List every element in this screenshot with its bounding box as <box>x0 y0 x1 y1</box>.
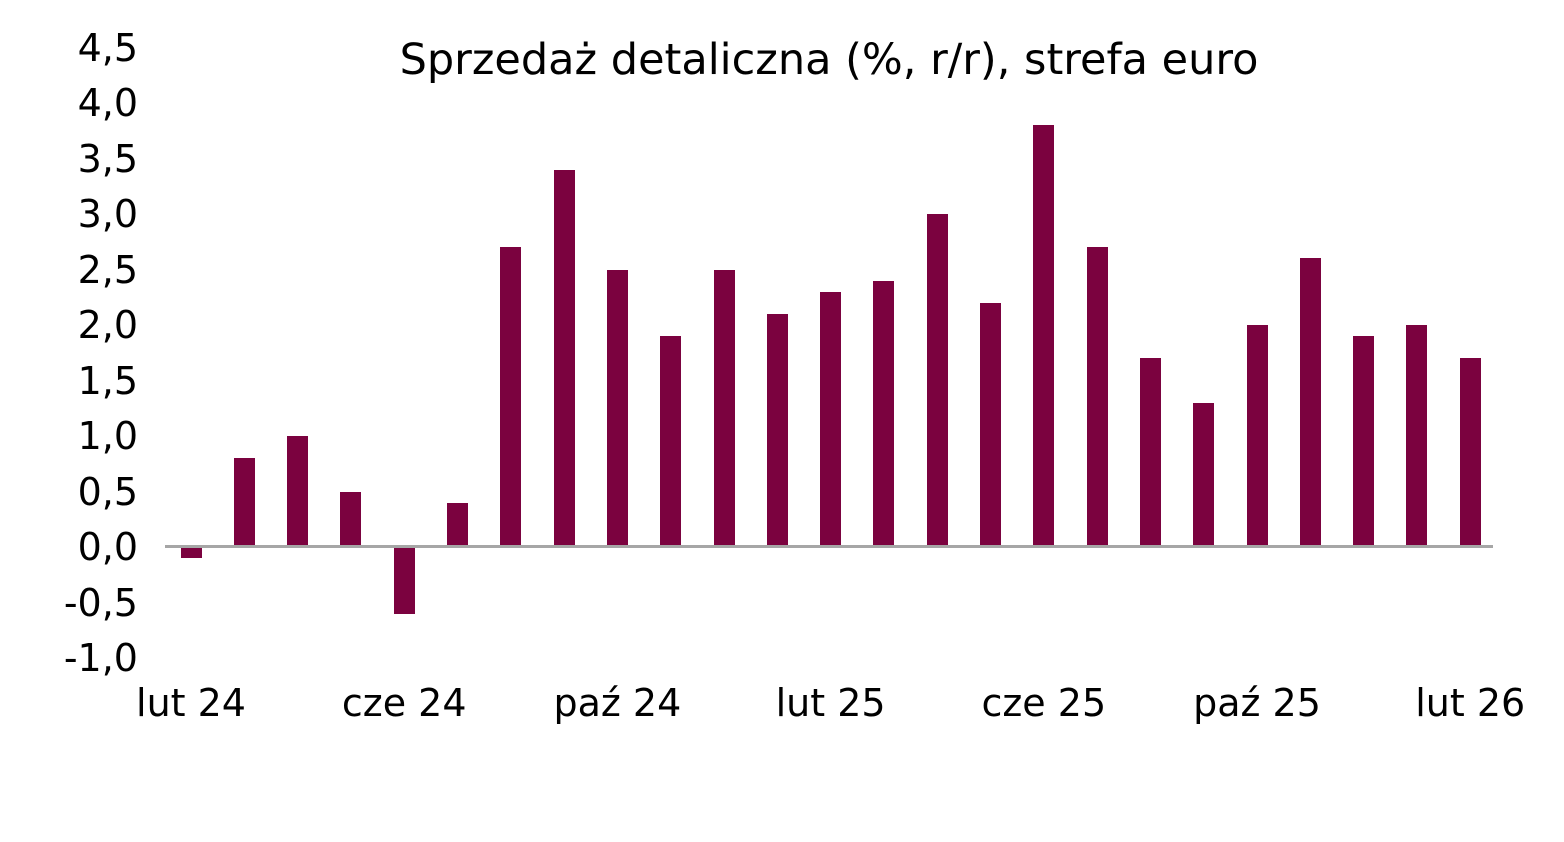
bar-4 <box>393 547 415 614</box>
bar-5 <box>447 502 468 547</box>
bar-9 <box>660 336 682 547</box>
y-tick-label: 4,5 <box>77 25 138 70</box>
y-tick-label: 4,0 <box>77 81 138 125</box>
bar-1 <box>233 458 255 547</box>
bar-15 <box>980 302 1001 547</box>
y-tick-label: 3,5 <box>77 136 138 181</box>
y-tick-label: 1,0 <box>77 414 138 458</box>
bar-16 <box>1033 125 1055 547</box>
bar-20 <box>1246 325 1268 547</box>
y-tick-label: 3,0 <box>77 192 138 236</box>
y-tick-label: 2,5 <box>77 247 138 292</box>
bar-6 <box>500 247 522 547</box>
x-axis-line <box>165 545 1493 548</box>
bar-7 <box>553 169 575 547</box>
x-tick-label: cze 25 <box>981 681 1107 725</box>
chart-title: Sprzedaż detaliczna (%, r/r), strefa eur… <box>399 35 1259 85</box>
y-tick-label: 1,5 <box>77 358 138 403</box>
bar-21 <box>1299 258 1321 547</box>
bar-8 <box>606 269 628 547</box>
bar-3 <box>340 491 362 547</box>
x-tick-label: lut 24 <box>136 681 246 725</box>
bar-23 <box>1406 325 1428 547</box>
x-tick-label: paź 24 <box>553 681 682 725</box>
y-tick-label: 0,5 <box>77 469 138 514</box>
x-tick-label: lut 26 <box>1415 681 1526 725</box>
x-tick-label: lut 25 <box>775 681 886 725</box>
bar-12 <box>820 291 842 547</box>
bar-0 <box>180 547 202 559</box>
bar-19 <box>1193 402 1215 547</box>
bar-10 <box>713 269 735 547</box>
y-tick-label: -1,0 <box>63 636 138 680</box>
bar-13 <box>873 280 895 547</box>
y-tick-label: 0,0 <box>77 525 138 569</box>
bar-2 <box>287 436 309 547</box>
x-tick-label: cze 24 <box>341 681 467 725</box>
bar-14 <box>926 214 948 547</box>
bar-11 <box>766 313 788 547</box>
bar-22 <box>1353 336 1375 547</box>
bar-24 <box>1459 358 1481 547</box>
y-tick-label: 2,0 <box>77 303 138 347</box>
bar-17 <box>1086 247 1108 547</box>
y-tick-label: -0,5 <box>63 580 138 625</box>
x-tick-label: paź 25 <box>1193 681 1321 725</box>
bar-18 <box>1139 358 1161 547</box>
